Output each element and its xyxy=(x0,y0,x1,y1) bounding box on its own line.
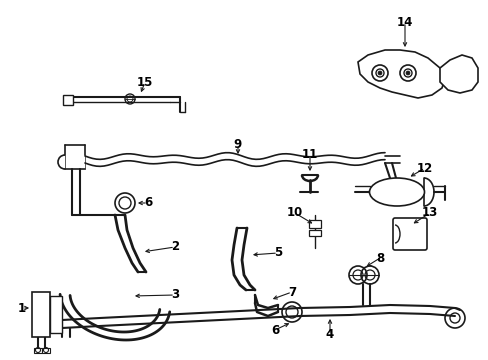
Bar xyxy=(34,348,42,353)
Polygon shape xyxy=(439,55,477,93)
FancyBboxPatch shape xyxy=(392,218,426,250)
Text: 5: 5 xyxy=(273,247,282,260)
Polygon shape xyxy=(357,50,444,98)
Text: 7: 7 xyxy=(287,285,295,298)
Text: 14: 14 xyxy=(396,15,412,28)
Bar xyxy=(63,95,73,105)
Text: 6: 6 xyxy=(270,324,279,337)
Bar xyxy=(32,292,50,337)
Text: 8: 8 xyxy=(375,252,384,265)
Text: 3: 3 xyxy=(171,288,179,302)
Bar xyxy=(308,220,320,228)
Text: 1: 1 xyxy=(18,302,26,315)
Text: 15: 15 xyxy=(137,76,153,89)
Bar xyxy=(42,348,50,353)
Text: 9: 9 xyxy=(233,139,242,152)
Circle shape xyxy=(377,71,381,75)
Text: 13: 13 xyxy=(421,207,437,220)
Bar xyxy=(50,296,62,333)
Circle shape xyxy=(405,71,409,75)
Bar xyxy=(308,230,320,236)
Text: 2: 2 xyxy=(171,240,179,253)
Text: 12: 12 xyxy=(416,162,432,175)
Text: 4: 4 xyxy=(325,328,333,342)
Text: 11: 11 xyxy=(301,148,318,162)
Ellipse shape xyxy=(369,178,424,206)
Text: 6: 6 xyxy=(143,197,152,210)
Text: 10: 10 xyxy=(286,207,303,220)
